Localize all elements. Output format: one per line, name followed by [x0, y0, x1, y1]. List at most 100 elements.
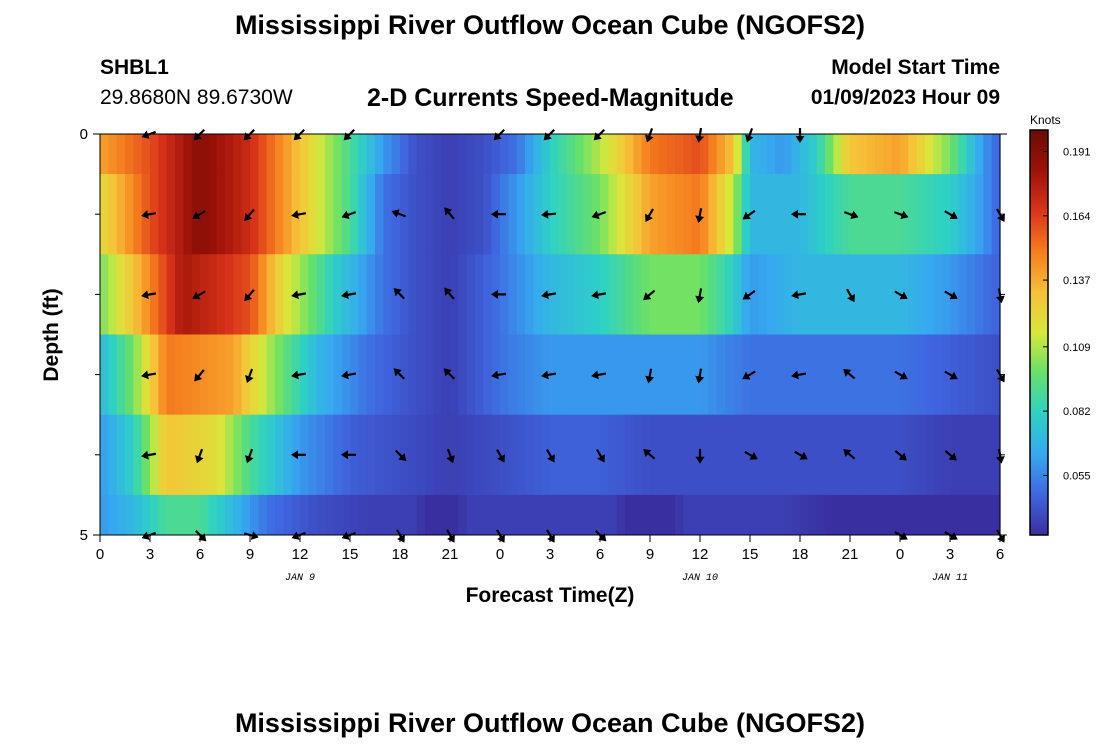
heatmap-cell: [583, 254, 593, 335]
heatmap-cell: [775, 494, 784, 536]
heatmap-cell: [866, 334, 876, 416]
colorbar-unit-label: Knots: [1030, 113, 1061, 127]
heatmap-cell: [991, 134, 1001, 175]
heatmap-cell: [633, 414, 643, 496]
heatmap-cell: [116, 174, 126, 255]
heatmap-cell: [591, 494, 601, 536]
heatmap-cell: [816, 254, 826, 335]
vector-head: [948, 452, 957, 461]
heatmap-cell: [100, 174, 109, 255]
heatmap-cell: [575, 414, 584, 496]
heatmap-cell: [616, 174, 626, 255]
heatmap-cell: [108, 334, 118, 416]
heatmap-cell: [941, 174, 951, 255]
heatmap-cell: [991, 414, 1001, 496]
heatmap-cell: [608, 494, 618, 536]
heatmap-cell: [158, 134, 168, 175]
vector-head: [799, 451, 808, 460]
heatmap-cell: [116, 334, 126, 416]
current-vector: [244, 208, 255, 222]
heatmap-cell: [583, 174, 593, 255]
heatmap-cell: [108, 174, 118, 255]
current-vector: [791, 290, 807, 300]
heatmap-cell: [166, 494, 176, 536]
vector-head: [791, 290, 799, 300]
heatmap-cell: [891, 494, 901, 536]
heatmap-cell: [225, 134, 234, 175]
heatmap-cell: [441, 494, 451, 536]
x-tick-label: 9: [646, 546, 654, 563]
heatmap-cell: [483, 414, 493, 496]
vector-head: [341, 450, 348, 460]
heatmap-cell: [766, 254, 776, 335]
heatmap-cell: [366, 414, 376, 496]
current-vector: [893, 210, 909, 220]
heatmap-cell: [616, 254, 626, 335]
heatmap-cell: [308, 414, 318, 496]
heatmap-cell: [891, 134, 901, 175]
heatmap-cell: [533, 494, 543, 536]
heatmap-cell: [750, 254, 759, 335]
vector-head: [695, 215, 705, 224]
heatmap-cell: [416, 494, 426, 536]
heatmap-cell: [900, 134, 909, 175]
heatmap-cell: [266, 494, 276, 536]
heatmap-cell: [450, 494, 459, 536]
heatmap-cell: [616, 334, 626, 416]
current-vector: [444, 287, 455, 300]
vector-head: [291, 450, 298, 460]
heatmap-cell: [575, 494, 584, 536]
heatmap-cell: [108, 494, 118, 536]
colorbar-tick-label: 0.055: [1063, 470, 1091, 482]
heatmap-cell: [158, 254, 168, 335]
heatmap-cell: [925, 414, 934, 496]
heatmap-cell: [641, 494, 651, 536]
heatmap-cell: [508, 254, 518, 335]
heatmap-cell: [733, 334, 743, 416]
heatmap-cell: [225, 494, 234, 536]
heatmap-cell: [291, 494, 301, 536]
current-vector: [695, 368, 705, 384]
heatmap-cell: [366, 134, 376, 175]
heatmap-cell: [408, 494, 418, 536]
heatmap-cell: [183, 414, 193, 496]
heatmap-cell: [441, 134, 451, 175]
vector-head: [141, 130, 150, 139]
heatmap-cell: [425, 334, 434, 416]
heatmap-cell: [966, 334, 976, 416]
current-vector: [591, 210, 607, 220]
heatmap-cell: [875, 134, 884, 175]
heatmap-cell: [391, 134, 401, 175]
vector-head: [745, 134, 754, 143]
vector-head: [393, 288, 402, 297]
heatmap-cell: [583, 494, 593, 536]
heatmap-cell: [558, 414, 568, 496]
heatmap-cell: [491, 494, 501, 536]
heatmap-cell: [575, 134, 584, 175]
current-vector: [245, 448, 254, 464]
heatmap-cell: [866, 494, 876, 536]
heatmap-cell: [808, 174, 818, 255]
heatmap-cell: [858, 134, 868, 175]
heatmap-cell: [183, 494, 193, 536]
heatmap-cell: [816, 134, 826, 175]
heatmap-cell: [750, 174, 759, 255]
vector-head: [949, 291, 958, 300]
heatmap-cell: [966, 134, 976, 175]
heatmap-cell: [958, 174, 968, 255]
heatmap-cell: [583, 334, 593, 416]
heatmap-cell: [725, 334, 734, 416]
current-vector: [944, 210, 958, 220]
heatmap-cell: [750, 334, 759, 416]
heatmap-cell: [225, 334, 234, 416]
heatmap-cell: [558, 174, 568, 255]
heatmap-cell: [250, 414, 259, 496]
heatmap-cell: [216, 494, 226, 536]
heatmap-cell: [433, 334, 443, 416]
vector-head: [291, 210, 299, 219]
heatmap-cell: [908, 134, 918, 175]
heatmap-cell: [608, 134, 618, 175]
heatmap-cell: [716, 254, 726, 335]
current-vector: [894, 290, 908, 300]
heatmap-cell: [683, 494, 693, 536]
